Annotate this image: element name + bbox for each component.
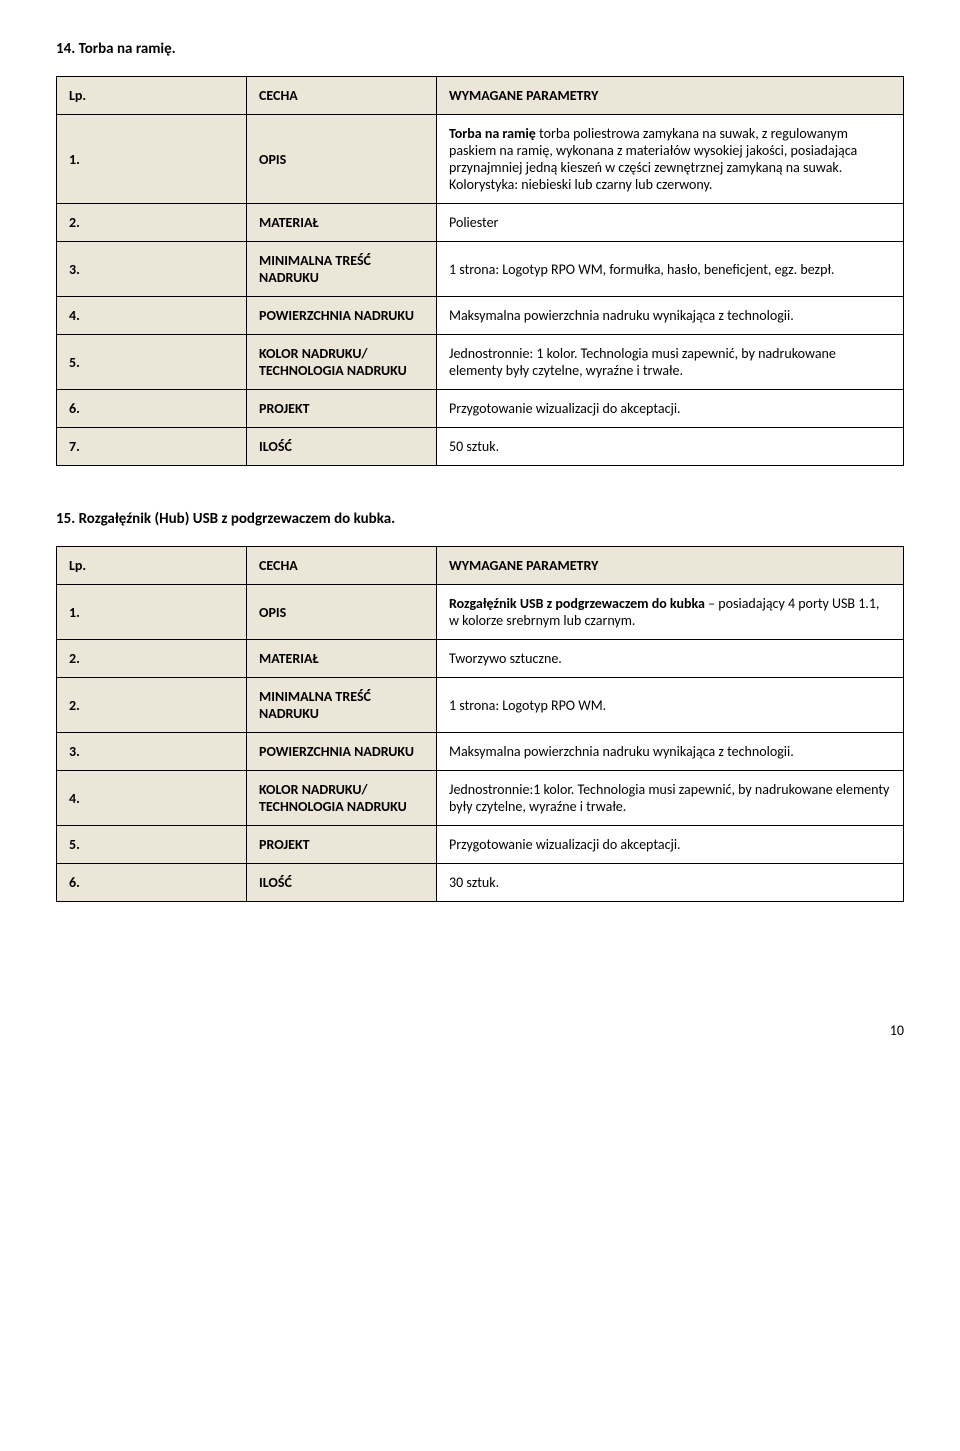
row-num: 2. [57,678,247,733]
row-label: ILOŚĆ [247,864,437,902]
table-row: 4. POWIERZCHNIA NADRUKU Maksymalna powie… [57,297,904,335]
table-row: 2. MATERIAŁ Poliester [57,204,904,242]
row-label: POWIERZCHNIA NADRUKU [247,297,437,335]
row-param: Tworzywo sztuczne. [437,640,904,678]
row-num: 3. [57,733,247,771]
row-param: Jednostronnie:1 kolor. Technologia musi … [437,771,904,826]
page-number: 10 [56,1022,904,1039]
table-row: 1. OPIS Rozgałęźnik USB z podgrzewaczem … [57,585,904,640]
table-row: 2. MINIMALNA TREŚĆ NADRUKU 1 strona: Log… [57,678,904,733]
row-num: 5. [57,826,247,864]
row-num: 2. [57,640,247,678]
table-row: 3. POWIERZCHNIA NADRUKU Maksymalna powie… [57,733,904,771]
table-row: 6. ILOŚĆ 30 sztuk. [57,864,904,902]
row-num: 5. [57,335,247,390]
spec-table-1: Lp. CECHA WYMAGANE PARAMETRY 1. OPIS Tor… [56,76,904,466]
row-param: Przygotowanie wizualizacji do akceptacji… [437,390,904,428]
header-lp: Lp. [57,77,247,115]
table-row: 4. KOLOR NADRUKU/ TECHNOLOGIA NADRUKU Je… [57,771,904,826]
table-row: 5. KOLOR NADRUKU/ TECHNOLOGIA NADRUKU Je… [57,335,904,390]
param-lead: Rozgałęźnik USB z podgrzewaczem do kubka [449,595,705,612]
row-label: PROJEKT [247,390,437,428]
header-param: WYMAGANE PARAMETRY [437,547,904,585]
row-label: PROJEKT [247,826,437,864]
row-label: KOLOR NADRUKU/ TECHNOLOGIA NADRUKU [247,335,437,390]
row-num: 1. [57,585,247,640]
row-param: Rozgałęźnik USB z podgrzewaczem do kubka… [437,585,904,640]
row-num: 4. [57,297,247,335]
row-num: 1. [57,115,247,204]
row-label: OPIS [247,115,437,204]
row-param: Poliester [437,204,904,242]
table-row: 3. MINIMALNA TREŚĆ NADRUKU 1 strona: Log… [57,242,904,297]
row-param: 1 strona: Logotyp RPO WM, formułka, hasł… [437,242,904,297]
row-param: Przygotowanie wizualizacji do akceptacji… [437,826,904,864]
row-param: Jednostronnie: 1 kolor. Technologia musi… [437,335,904,390]
row-num: 6. [57,390,247,428]
row-param: 1 strona: Logotyp RPO WM. [437,678,904,733]
row-label: POWIERZCHNIA NADRUKU [247,733,437,771]
row-param: Maksymalna powierzchnia nadruku wynikają… [437,297,904,335]
row-param: Torba na ramię torba poliestrowa zamykan… [437,115,904,204]
row-label: MATERIAŁ [247,640,437,678]
row-label: MINIMALNA TREŚĆ NADRUKU [247,242,437,297]
table-row: 6. PROJEKT Przygotowanie wizualizacji do… [57,390,904,428]
section-title-1: 14. Torba na ramię. [56,40,904,58]
table-row: 2. MATERIAŁ Tworzywo sztuczne. [57,640,904,678]
row-label: OPIS [247,585,437,640]
row-param: 50 sztuk. [437,428,904,466]
table-row: 1. OPIS Torba na ramię torba poliestrowa… [57,115,904,204]
row-num: 6. [57,864,247,902]
row-param: 30 sztuk. [437,864,904,902]
table-header-row: Lp. CECHA WYMAGANE PARAMETRY [57,547,904,585]
table-row: 7. ILOŚĆ 50 sztuk. [57,428,904,466]
row-num: 7. [57,428,247,466]
row-label: ILOŚĆ [247,428,437,466]
row-param: Maksymalna powierzchnia nadruku wynikają… [437,733,904,771]
row-num: 3. [57,242,247,297]
row-label: MATERIAŁ [247,204,437,242]
spec-table-2: Lp. CECHA WYMAGANE PARAMETRY 1. OPIS Roz… [56,546,904,902]
section-title-2: 15. Rozgałęźnik (Hub) USB z podgrzewacze… [56,510,904,528]
row-label: MINIMALNA TREŚĆ NADRUKU [247,678,437,733]
table-header-row: Lp. CECHA WYMAGANE PARAMETRY [57,77,904,115]
row-num: 4. [57,771,247,826]
param-lead: Torba na ramię [449,125,536,142]
header-param: WYMAGANE PARAMETRY [437,77,904,115]
row-label: KOLOR NADRUKU/ TECHNOLOGIA NADRUKU [247,771,437,826]
header-lp: Lp. [57,547,247,585]
table-row: 5. PROJEKT Przygotowanie wizualizacji do… [57,826,904,864]
row-num: 2. [57,204,247,242]
header-cecha: CECHA [247,77,437,115]
header-cecha: CECHA [247,547,437,585]
